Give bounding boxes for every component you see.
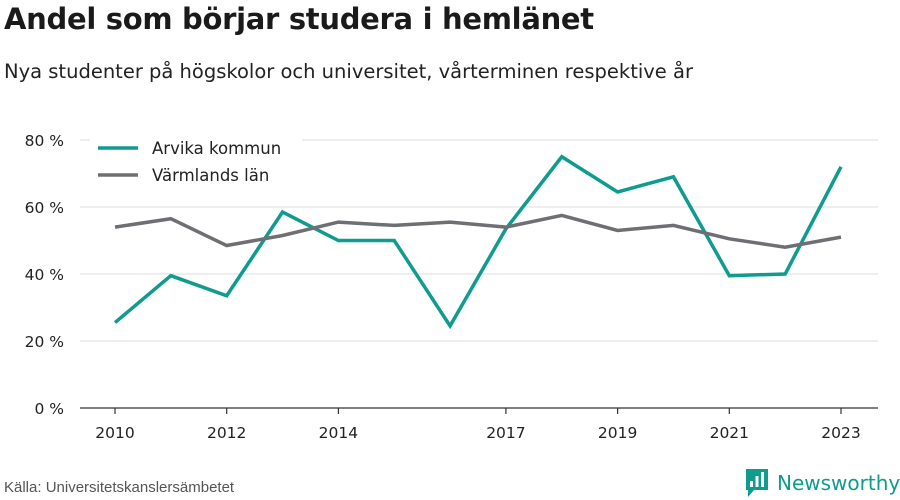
x-tick-label: 2017 xyxy=(486,424,525,442)
line-chart: 0 % 20 % 40 % 60 % 80 % 2010 2012 2014 2017 2019… xyxy=(25,132,878,442)
series-line-1 xyxy=(113,154,843,330)
y-tick-label: 40 % xyxy=(25,266,64,284)
legend: Arvika kommun Värmlands län xyxy=(90,132,302,190)
legend-label: Värmlands län xyxy=(152,166,269,185)
y-tick-label: 20 % xyxy=(25,333,64,351)
x-tick-label: 2019 xyxy=(598,424,637,442)
x-axis: 2010 2012 2014 2017 2019 2021 2023 xyxy=(80,407,878,442)
brand-name: Newsworthy xyxy=(777,471,900,495)
chart-title: Andel som börjar studera i hemlänet xyxy=(4,2,594,36)
y-tick-label: 80 % xyxy=(25,132,64,150)
x-tick-label: 2014 xyxy=(319,424,358,442)
y-tick-label: 60 % xyxy=(25,199,64,217)
legend-background xyxy=(90,132,302,190)
legend-label: Arvika kommun xyxy=(152,139,281,158)
x-tick-label: 2012 xyxy=(207,424,246,442)
x-tick-label: 2023 xyxy=(821,424,860,442)
source-note: Källa: Universitetskanslersämbetet xyxy=(4,479,235,496)
brand-logo: Newsworthy xyxy=(745,468,900,498)
y-tick-label: 0 % xyxy=(34,400,64,418)
bar-chart-logo-icon xyxy=(746,469,768,497)
x-tick-label: 2021 xyxy=(710,424,749,442)
series-lines xyxy=(113,154,843,330)
y-axis-tick-labels: 0 % 20 % 40 % 60 % 80 % xyxy=(25,132,64,418)
series-line-2 xyxy=(114,213,842,249)
x-tick-label: 2010 xyxy=(95,424,134,442)
chart-subtitle: Nya studenter på högskolor och universit… xyxy=(4,60,693,83)
